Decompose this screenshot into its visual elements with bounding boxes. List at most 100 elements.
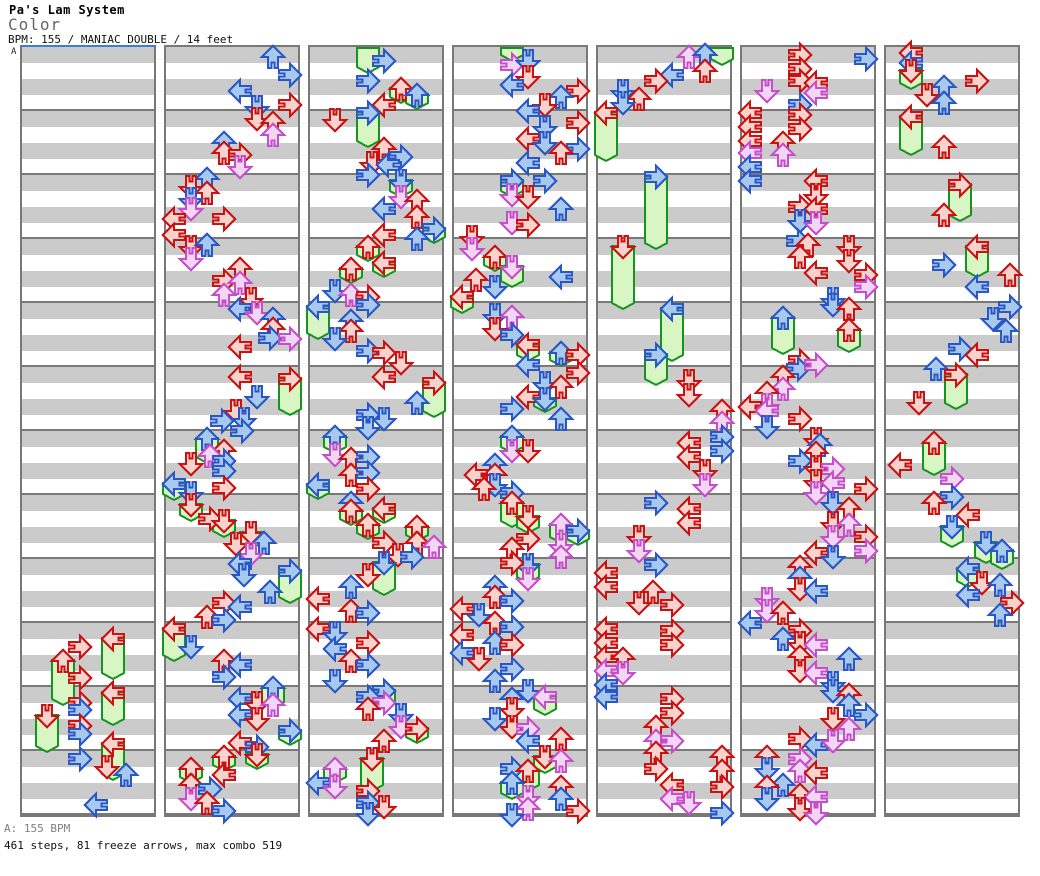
note-arrow-right-icon xyxy=(964,67,990,95)
note-arrow-left-icon xyxy=(515,351,541,379)
chart-column-7 xyxy=(884,39,1025,817)
note-arrow-up-icon xyxy=(193,232,221,258)
note-arrow-up-icon xyxy=(420,534,448,560)
note-arrow-down-icon xyxy=(481,706,509,732)
note-arrow-down-icon xyxy=(358,746,386,772)
note-arrow-up-icon xyxy=(547,544,575,570)
note-arrow-left-icon xyxy=(803,759,829,787)
note-arrow-right-icon xyxy=(643,163,669,191)
note-arrow-right-icon xyxy=(277,325,303,353)
note-arrow-down-icon xyxy=(514,184,542,210)
note-arrow-up-icon xyxy=(370,136,398,162)
note-arrow-right-icon xyxy=(853,475,879,503)
note-arrow-up-icon xyxy=(835,512,863,538)
note-arrow-left-icon xyxy=(955,581,981,609)
note-arrow-left-icon xyxy=(820,469,846,497)
note-arrow-down-icon xyxy=(802,182,830,208)
note-arrow-left-icon xyxy=(803,259,829,287)
note-arrow-right-icon xyxy=(515,525,541,553)
note-arrow-right-icon xyxy=(709,437,735,465)
note-arrow-right-icon xyxy=(659,591,685,619)
note-arrow-up-icon xyxy=(337,498,365,524)
note-arrow-down-icon xyxy=(531,386,559,412)
note-arrow-down-icon xyxy=(226,154,254,180)
note-arrow-down-icon xyxy=(481,316,509,342)
note-arrow-right-icon xyxy=(421,215,447,243)
step-stats: 461 steps, 81 freeze arrows, max combo 5… xyxy=(4,839,283,852)
note-arrow-down-icon xyxy=(321,668,349,694)
note-arrow-down-icon xyxy=(498,802,526,828)
note-arrow-right-icon xyxy=(931,251,957,279)
note-arrow-up-icon xyxy=(112,762,140,788)
note-arrow-down-icon xyxy=(913,82,941,108)
note-arrow-right-icon xyxy=(565,77,591,105)
note-arrow-up-icon xyxy=(930,202,958,228)
note-arrow-right-icon xyxy=(355,291,381,319)
note-arrow-up-icon xyxy=(786,244,814,270)
note-arrow-right-icon xyxy=(659,699,685,727)
note-arrow-up-icon xyxy=(547,748,575,774)
note-arrow-up-icon xyxy=(547,140,575,166)
note-arrow-left-icon xyxy=(515,97,541,125)
note-arrow-right-icon xyxy=(853,701,879,729)
note-arrow-right-icon xyxy=(277,61,303,89)
note-arrow-up-icon xyxy=(835,296,863,322)
note-arrow-down-icon xyxy=(514,566,542,592)
note-arrow-down-icon xyxy=(243,706,271,732)
note-arrow-right-icon xyxy=(787,115,813,143)
note-arrow-down-icon xyxy=(465,646,493,672)
note-arrow-up-icon xyxy=(193,790,221,816)
note-arrow-up-icon xyxy=(403,390,431,416)
note-arrow-right-icon xyxy=(499,587,525,615)
note-arrow-left-icon xyxy=(449,283,475,311)
note-arrow-left-icon xyxy=(964,341,990,369)
note-arrow-up-icon xyxy=(403,226,431,252)
note-arrow-right-icon xyxy=(209,407,235,435)
note-arrow-up-icon xyxy=(547,512,575,538)
note-arrow-right-icon xyxy=(371,47,397,75)
note-arrow-down-icon xyxy=(177,634,205,660)
note-arrow-left-icon xyxy=(161,470,187,498)
note-arrow-right-icon xyxy=(947,171,973,199)
note-arrow-down-icon xyxy=(177,246,205,272)
note-arrow-left-icon xyxy=(100,625,126,653)
note-arrow-up-icon xyxy=(609,646,637,672)
note-arrow-left-icon xyxy=(499,71,525,99)
note-arrow-right-icon xyxy=(277,717,303,745)
note-arrow-left-icon xyxy=(449,639,475,667)
note-arrow-right-icon xyxy=(499,395,525,423)
note-arrow-right-icon xyxy=(532,167,558,195)
note-arrow-down-icon xyxy=(802,800,830,826)
section-marker-label: A xyxy=(11,47,17,57)
note-arrow-right-icon xyxy=(565,797,591,825)
note-arrow-up-icon xyxy=(547,406,575,432)
note-arrow-up-icon xyxy=(547,84,575,110)
note-arrow-right-icon xyxy=(257,324,283,352)
note-arrow-down-icon xyxy=(481,274,509,300)
note-arrow-right-icon xyxy=(277,365,303,393)
note-arrow-up-icon xyxy=(769,142,797,168)
note-arrow-right-icon xyxy=(404,715,430,743)
note-arrow-up-icon xyxy=(922,356,950,382)
note-arrow-down-icon xyxy=(370,794,398,820)
note-arrow-right-icon xyxy=(659,631,685,659)
note-arrow-right-icon xyxy=(277,557,303,585)
note-arrow-up-icon xyxy=(177,772,205,798)
note-arrow-right-icon xyxy=(211,606,237,634)
note-arrow-right-icon xyxy=(371,339,397,367)
note-arrow-down-icon xyxy=(979,306,1007,332)
note-arrow-left-icon xyxy=(227,593,253,621)
note-arrow-left-icon xyxy=(100,679,126,707)
note-arrow-left-icon xyxy=(737,393,763,421)
note-arrow-down-icon xyxy=(753,786,781,812)
note-arrow-down-icon xyxy=(819,678,847,704)
note-arrow-right-icon xyxy=(853,537,879,565)
note-arrow-up-icon xyxy=(547,196,575,222)
note-arrow-up-icon xyxy=(354,234,382,260)
note-arrow-down-icon xyxy=(33,703,61,729)
note-arrow-down-icon xyxy=(354,801,382,827)
note-arrow-left-icon xyxy=(659,295,685,323)
note-arrow-down-icon xyxy=(230,562,258,588)
note-arrow-right-icon xyxy=(803,351,829,379)
note-arrow-up-icon xyxy=(354,512,382,538)
